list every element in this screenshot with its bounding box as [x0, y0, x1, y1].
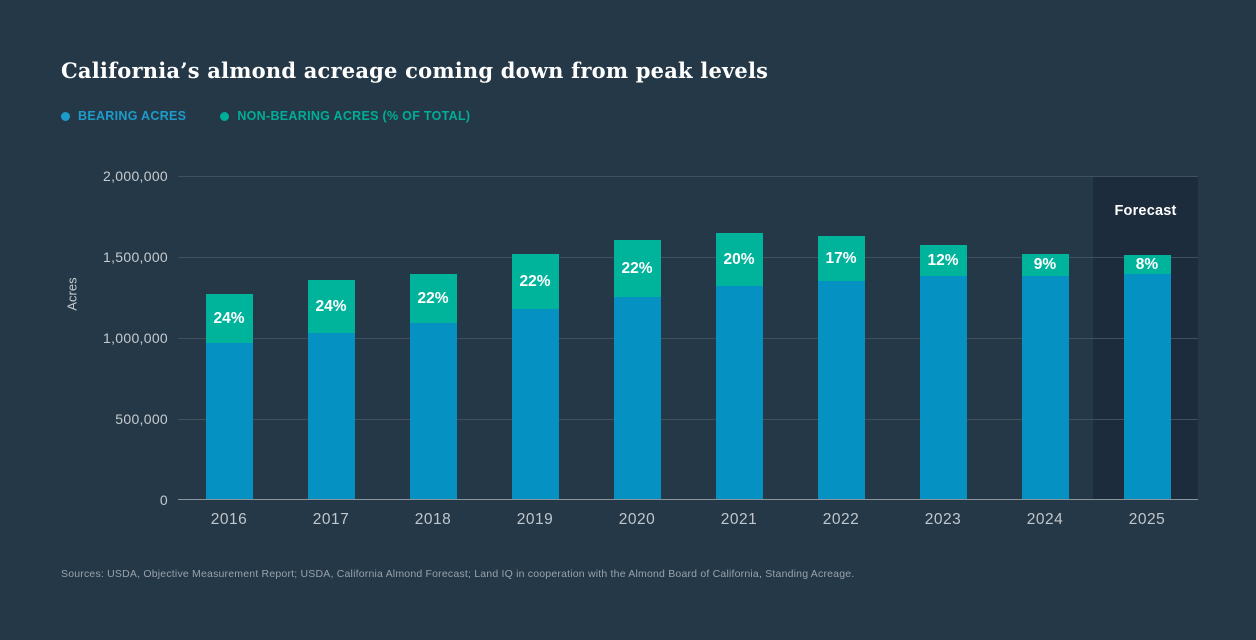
gridline-2000000 — [178, 176, 1198, 177]
legend: BEARING ACRES NON-BEARING ACRES (% OF TO… — [61, 109, 470, 123]
x-tick-2021: 2021 — [720, 511, 758, 528]
x-tick-2018: 2018 — [414, 511, 452, 528]
segment-nonbearing-2016: 24% — [205, 294, 253, 343]
bar-slot-2016: 24% — [178, 294, 280, 500]
segment-nonbearing-2021: 20% — [715, 233, 763, 286]
bar-slot-2022: 17% — [790, 236, 892, 500]
source-note: Sources: USDA, Objective Measurement Rep… — [61, 568, 855, 580]
segment-bearing-2021 — [715, 286, 763, 500]
segment-bearing-2024 — [1021, 276, 1069, 500]
x-axis-ticks: 2016 2017 2018 2019 2020 2021 2022 2023 2024 2025 — [178, 511, 1198, 529]
legend-label-bearing: BEARING ACRES — [78, 109, 187, 123]
segment-bearing-2022 — [817, 281, 865, 500]
bar-slot-2025: 8% — [1096, 255, 1198, 500]
bar-2021: 20% — [715, 233, 763, 500]
bar-slot-2019: 22% — [484, 254, 586, 500]
legend-label-nonbearing: NON-BEARING ACRES (% OF TOTAL) — [237, 109, 471, 123]
y-tick-1500000: 1,500,000 — [103, 249, 168, 265]
bars-row: 24% 24% 22% 22% 22% 20% 17% 12% 9% 8% — [178, 176, 1198, 500]
bar-2016: 24% — [205, 294, 253, 500]
segment-bearing-2018 — [409, 323, 457, 500]
x-axis-line — [178, 499, 1198, 500]
y-axis-ticks: 2,000,000 1,500,000 1,000,000 500,000 0 — [40, 168, 168, 508]
bar-2017: 24% — [307, 280, 355, 500]
segment-bearing-2020 — [613, 297, 661, 500]
bar-2019: 22% — [511, 254, 559, 500]
x-tick-2025: 2025 — [1128, 511, 1166, 528]
bar-2024: 9% — [1021, 254, 1069, 500]
legend-dot-bearing-icon — [61, 111, 70, 121]
chart-title: California’s almond acreage coming down … — [61, 58, 769, 83]
segment-bearing-2023 — [919, 276, 967, 500]
bar-2025: 8% — [1123, 255, 1171, 500]
legend-item-bearing: BEARING ACRES — [61, 109, 186, 123]
bar-slot-2020: 22% — [586, 240, 688, 500]
plot-area: Forecast 24% 24% 22% 22% 22% 20% 17% 12% 9% 8% — [178, 176, 1198, 500]
segment-nonbearing-2023: 12% — [919, 245, 967, 276]
y-tick-2000000: 2,000,000 — [103, 168, 168, 184]
legend-item-nonbearing: NON-BEARING ACRES (% OF TOTAL) — [220, 109, 470, 123]
gridline-1500000 — [178, 257, 1198, 258]
gridline-1000000 — [178, 338, 1198, 339]
x-tick-2020: 2020 — [618, 511, 656, 528]
x-tick-2017: 2017 — [312, 511, 350, 528]
segment-bearing-2025 — [1123, 274, 1171, 500]
bar-2022: 17% — [817, 236, 865, 500]
y-tick-1000000: 1,000,000 — [103, 330, 168, 346]
segment-nonbearing-2022: 17% — [817, 236, 865, 281]
segment-nonbearing-2020: 22% — [613, 240, 661, 297]
x-tick-2019: 2019 — [516, 511, 554, 528]
bar-slot-2017: 24% — [280, 280, 382, 500]
segment-nonbearing-2019: 22% — [511, 254, 559, 309]
y-tick-0: 0 — [159, 492, 168, 508]
forecast-label: Forecast — [1114, 203, 1177, 219]
bar-2023: 12% — [919, 245, 967, 500]
bar-slot-2024: 9% — [994, 254, 1096, 500]
x-tick-2023: 2023 — [924, 511, 962, 528]
segment-nonbearing-2025: 8% — [1123, 255, 1171, 274]
bar-slot-2021: 20% — [688, 233, 790, 500]
bar-2020: 22% — [613, 240, 661, 500]
y-tick-500000: 500,000 — [115, 411, 168, 427]
segment-nonbearing-2018: 22% — [409, 274, 457, 323]
x-tick-2022: 2022 — [822, 511, 860, 528]
gridline-500000 — [178, 419, 1198, 420]
x-tick-2024: 2024 — [1026, 511, 1064, 528]
segment-nonbearing-2017: 24% — [307, 280, 355, 333]
segment-nonbearing-2024: 9% — [1021, 254, 1069, 276]
bar-slot-2023: 12% — [892, 245, 994, 500]
x-tick-2016: 2016 — [210, 511, 248, 528]
bar-2018: 22% — [409, 274, 457, 500]
legend-dot-nonbearing-icon — [220, 111, 230, 121]
bar-slot-2018: 22% — [382, 274, 484, 500]
segment-bearing-2016 — [205, 343, 253, 500]
segment-bearing-2017 — [307, 333, 355, 500]
segment-bearing-2019 — [511, 309, 559, 500]
